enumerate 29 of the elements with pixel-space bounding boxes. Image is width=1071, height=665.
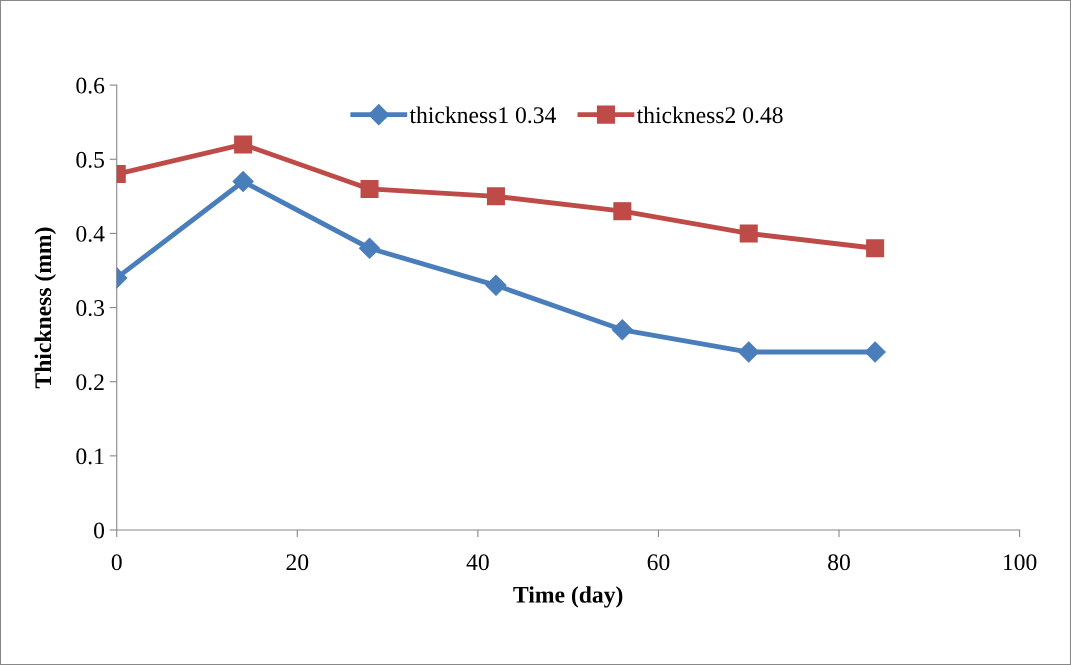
y-tick-label: 0.5 [76, 151, 105, 168]
x-tick-label: 80 [828, 554, 850, 571]
point [864, 341, 886, 363]
x-tick-label: 20 [286, 554, 309, 571]
point [360, 179, 379, 198]
point [234, 135, 253, 154]
y-tick-label: 0.3 [76, 300, 105, 317]
point [232, 170, 254, 193]
point [485, 274, 507, 296]
y-tick-label: 0.6 [76, 77, 105, 94]
legend-label: thickness1 0.34 [409, 106, 556, 124]
point [866, 239, 885, 258]
point [486, 187, 505, 206]
y-tick-label: 0 [94, 522, 105, 539]
x-tick-label: 60 [647, 554, 670, 571]
point [613, 202, 632, 221]
point [738, 341, 760, 363]
y-axis-title: Thickness (mm) [34, 227, 56, 389]
y-tick-label: 0.2 [76, 374, 104, 391]
x-tick-label: 100 [1003, 554, 1037, 571]
x-tick-label: 40 [466, 554, 489, 571]
point [739, 224, 758, 243]
x-axis-title: Time (day) [513, 586, 623, 608]
y-tick-label: 0.4 [76, 225, 105, 242]
point [359, 237, 381, 259]
x-tick-label: 0 [111, 554, 122, 571]
legend-label: thickness2 0.48 [636, 106, 783, 124]
y-tick-label: 0.1 [76, 448, 104, 465]
point [611, 319, 633, 341]
